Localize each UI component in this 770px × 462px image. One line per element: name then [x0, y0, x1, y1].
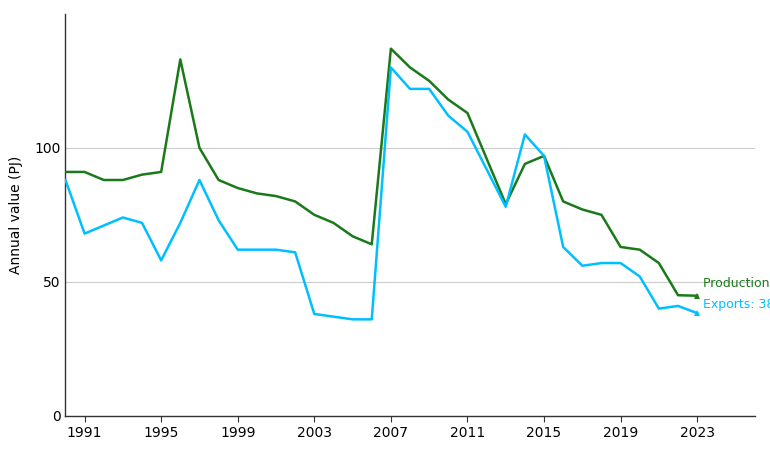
Text: Exports: 38.31 PJ: Exports: 38.31 PJ — [703, 298, 770, 311]
Y-axis label: Annual value (PJ): Annual value (PJ) — [9, 156, 23, 274]
Text: Production: 44.80 PJ: Production: 44.80 PJ — [703, 277, 770, 290]
